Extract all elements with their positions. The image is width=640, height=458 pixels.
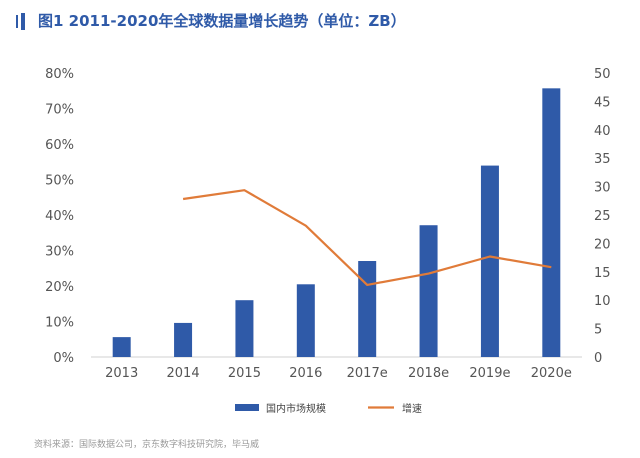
left-axis-tick-label: 0% bbox=[53, 351, 74, 366]
left-axis-tick-label: 60% bbox=[45, 138, 74, 153]
left-axis-tick-label: 50% bbox=[45, 174, 74, 189]
bar bbox=[419, 225, 438, 357]
bar bbox=[112, 337, 131, 357]
bar bbox=[296, 284, 315, 357]
x-axis-tick-label: 2014 bbox=[167, 366, 200, 381]
x-axis-tick-label: 2018e bbox=[408, 366, 449, 381]
chart-title: 图1 2011-2020年全球数据量增长趋势（单位：ZB） bbox=[38, 12, 406, 30]
title-marker-icon bbox=[16, 13, 30, 30]
right-axis-tick-label: 45 bbox=[594, 95, 611, 110]
right-axis-tick-label: 50 bbox=[594, 67, 611, 82]
source-note: 资料来源：国际数据公司，京东数字科技研究院，毕马威 bbox=[34, 440, 260, 450]
bar bbox=[235, 300, 254, 357]
right-axis-tick-label: 35 bbox=[594, 152, 611, 167]
x-axis-tick-label: 2015 bbox=[228, 366, 261, 381]
legend: 国内市场规模 增速 bbox=[235, 402, 422, 415]
left-axis-tick-label: 30% bbox=[45, 245, 74, 260]
left-axis: 0% 10% 20% 30% 40% 50% 60% 70% 80% bbox=[45, 67, 74, 366]
x-axis-tick-label: 2013 bbox=[105, 366, 138, 381]
right-axis-tick-label: 40 bbox=[594, 124, 611, 139]
x-axis-tick-label: 2017e bbox=[347, 366, 388, 381]
x-axis-tick-label: 2020e bbox=[531, 366, 572, 381]
right-axis: 0 5 10 15 20 25 30 35 40 45 50 bbox=[594, 67, 611, 366]
x-axis: 2013 2014 2015 2016 2017e 2018e 2019e 2020e bbox=[105, 366, 572, 381]
right-axis-tick-label: 5 bbox=[594, 323, 602, 338]
legend-label-growth-rate: 增速 bbox=[402, 402, 422, 415]
right-axis-tick-label: 20 bbox=[594, 237, 611, 252]
x-axis-tick-label: 2019e bbox=[469, 366, 510, 381]
bar bbox=[542, 88, 561, 357]
right-axis-tick-label: 0 bbox=[594, 351, 602, 366]
left-axis-tick-label: 70% bbox=[45, 103, 74, 118]
right-axis-tick-label: 30 bbox=[594, 181, 611, 196]
legend-label-market-size: 国内市场规模 bbox=[266, 402, 326, 415]
left-axis-tick-label: 20% bbox=[45, 280, 74, 295]
right-axis-tick-label: 10 bbox=[594, 294, 611, 309]
bar-series bbox=[112, 88, 561, 357]
left-axis-tick-label: 10% bbox=[45, 316, 74, 331]
left-axis-tick-label: 40% bbox=[45, 209, 74, 224]
left-axis-tick-label: 80% bbox=[45, 67, 74, 82]
x-axis-tick-label: 2016 bbox=[289, 366, 322, 381]
bar bbox=[358, 261, 377, 357]
right-axis-tick-label: 25 bbox=[594, 209, 611, 224]
legend-swatch-market-size bbox=[235, 404, 259, 411]
bar bbox=[480, 165, 499, 357]
right-axis-tick-label: 15 bbox=[594, 266, 611, 281]
bar bbox=[174, 322, 193, 357]
rate-line bbox=[182, 189, 552, 286]
chart-header: 图1 2011-2020年全球数据量增长趋势（单位：ZB） bbox=[0, 6, 640, 36]
